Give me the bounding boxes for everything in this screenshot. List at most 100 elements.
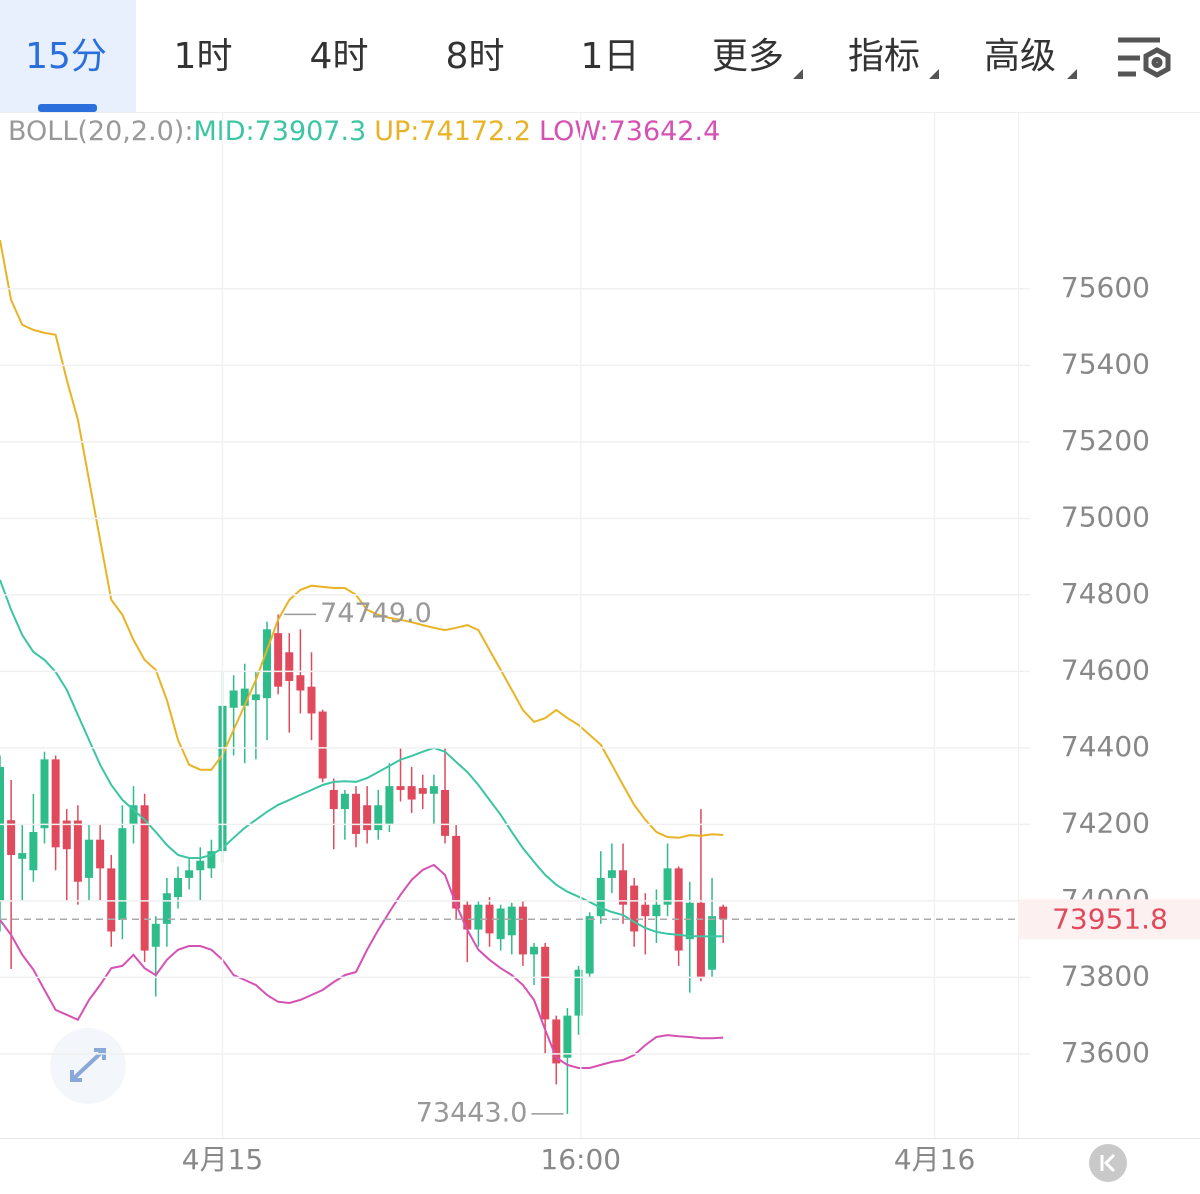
candle-body	[51, 759, 60, 848]
candle-body	[696, 902, 705, 978]
candle-body	[418, 788, 427, 794]
x-tick-label: 4月16	[894, 1143, 975, 1176]
candle-body	[518, 906, 527, 955]
legend-entry: LOW:73642.4	[539, 116, 720, 147]
last-price-bg	[1018, 899, 1200, 940]
candle-body	[352, 793, 361, 834]
candle-body	[96, 839, 105, 869]
tab[interactable]: 更多	[712, 36, 784, 77]
candle-body	[630, 885, 639, 932]
candle-body	[363, 805, 372, 831]
candle-body	[196, 860, 205, 871]
y-tick-label: 74800	[1061, 577, 1150, 610]
candle-body	[207, 851, 216, 869]
candle-body	[674, 868, 683, 951]
candle-body	[118, 828, 127, 920]
candle-body	[162, 893, 171, 924]
active-tab-indicator	[38, 104, 97, 112]
tab[interactable]: 15分	[25, 36, 107, 77]
candle-body	[719, 906, 728, 920]
candle-body	[140, 805, 149, 951]
candle-body	[619, 870, 628, 905]
candle-body	[18, 853, 27, 859]
candle-body	[174, 877, 183, 898]
candle-body	[29, 832, 38, 871]
legend-entry: BOLL(20,2.0):	[8, 116, 193, 147]
candle-body	[274, 633, 283, 687]
candle-body	[563, 1015, 572, 1058]
indicator-legend: BOLL(20,2.0):MID:73907.3 UP:74172.2 LOW:73…	[8, 116, 720, 147]
tab[interactable]: 高级	[984, 36, 1056, 77]
candle-body	[229, 690, 238, 708]
candle-body	[62, 820, 71, 850]
last-price-label: 73951.8	[1052, 902, 1168, 935]
candle-body	[396, 786, 405, 790]
candle-body	[607, 870, 616, 878]
candle-body	[318, 711, 327, 779]
y-tick-label: 75600	[1061, 271, 1150, 304]
dropdown-triangles	[793, 69, 1077, 79]
x-tick-label: 16:00	[540, 1143, 621, 1176]
candle-body	[240, 688, 249, 706]
candle-body	[307, 686, 316, 714]
candle-body	[285, 652, 294, 681]
candle-body	[596, 877, 605, 917]
candle-body	[407, 786, 416, 800]
candle-body	[663, 868, 672, 905]
y-tick-label: 75200	[1061, 424, 1150, 457]
tab[interactable]: 8时	[446, 36, 505, 77]
candle-body	[263, 629, 272, 699]
high-marker-label: 74749.0	[320, 598, 432, 629]
band-line	[0, 863, 724, 1069]
candle-body	[340, 793, 349, 810]
candle-body	[107, 868, 116, 932]
candle-body	[474, 904, 483, 930]
candle-body	[708, 916, 717, 970]
tab[interactable]: 1日	[581, 36, 640, 77]
plot-area	[0, 239, 728, 1114]
candle-body	[652, 904, 661, 917]
candle-body	[585, 916, 594, 974]
candle-body	[7, 820, 16, 855]
tab[interactable]: 指标	[848, 36, 920, 77]
tab[interactable]: 1时	[174, 36, 233, 77]
y-tick-label: 74200	[1061, 806, 1150, 839]
candle-body	[329, 789, 338, 810]
low-marker-label: 73443.0	[416, 1097, 528, 1128]
candle-body	[641, 904, 650, 917]
candle-body	[374, 805, 383, 831]
candle-body	[541, 946, 550, 1020]
candle-body	[452, 835, 461, 909]
candle-body	[552, 1019, 561, 1064]
y-tick-label: 73800	[1061, 959, 1150, 992]
x-tick-label: 4月15	[182, 1143, 263, 1176]
candle-body	[530, 946, 539, 955]
candle-body	[441, 789, 450, 836]
candle-body	[296, 675, 305, 691]
candle-body	[85, 839, 94, 878]
candle-body	[40, 759, 49, 829]
candle-body	[685, 902, 694, 940]
settings-icon[interactable]	[1118, 37, 1171, 78]
y-tick-label: 75400	[1061, 347, 1150, 380]
y-tick-label: 75000	[1061, 500, 1150, 533]
band-line	[0, 579, 724, 938]
y-tick-label: 73600	[1061, 1036, 1150, 1069]
y-tick-label: 74400	[1061, 730, 1150, 763]
candle-body	[429, 786, 438, 794]
candle-body	[0, 767, 4, 901]
candle-body	[185, 870, 194, 878]
candle-body	[463, 904, 472, 930]
candle-body	[574, 969, 583, 1016]
candle-body	[385, 786, 394, 825]
expand-button[interactable]	[50, 1028, 126, 1104]
candle-body	[129, 805, 138, 825]
candle-body	[507, 906, 516, 936]
y-tick-label: 74600	[1061, 653, 1150, 686]
legend-entry: MID:73907.3	[193, 116, 366, 147]
tab[interactable]: 4时	[310, 36, 369, 77]
candle-body	[251, 694, 260, 701]
scroll-latest-button[interactable]	[1089, 1144, 1127, 1182]
legend-entry: UP:74172.2	[374, 116, 531, 147]
